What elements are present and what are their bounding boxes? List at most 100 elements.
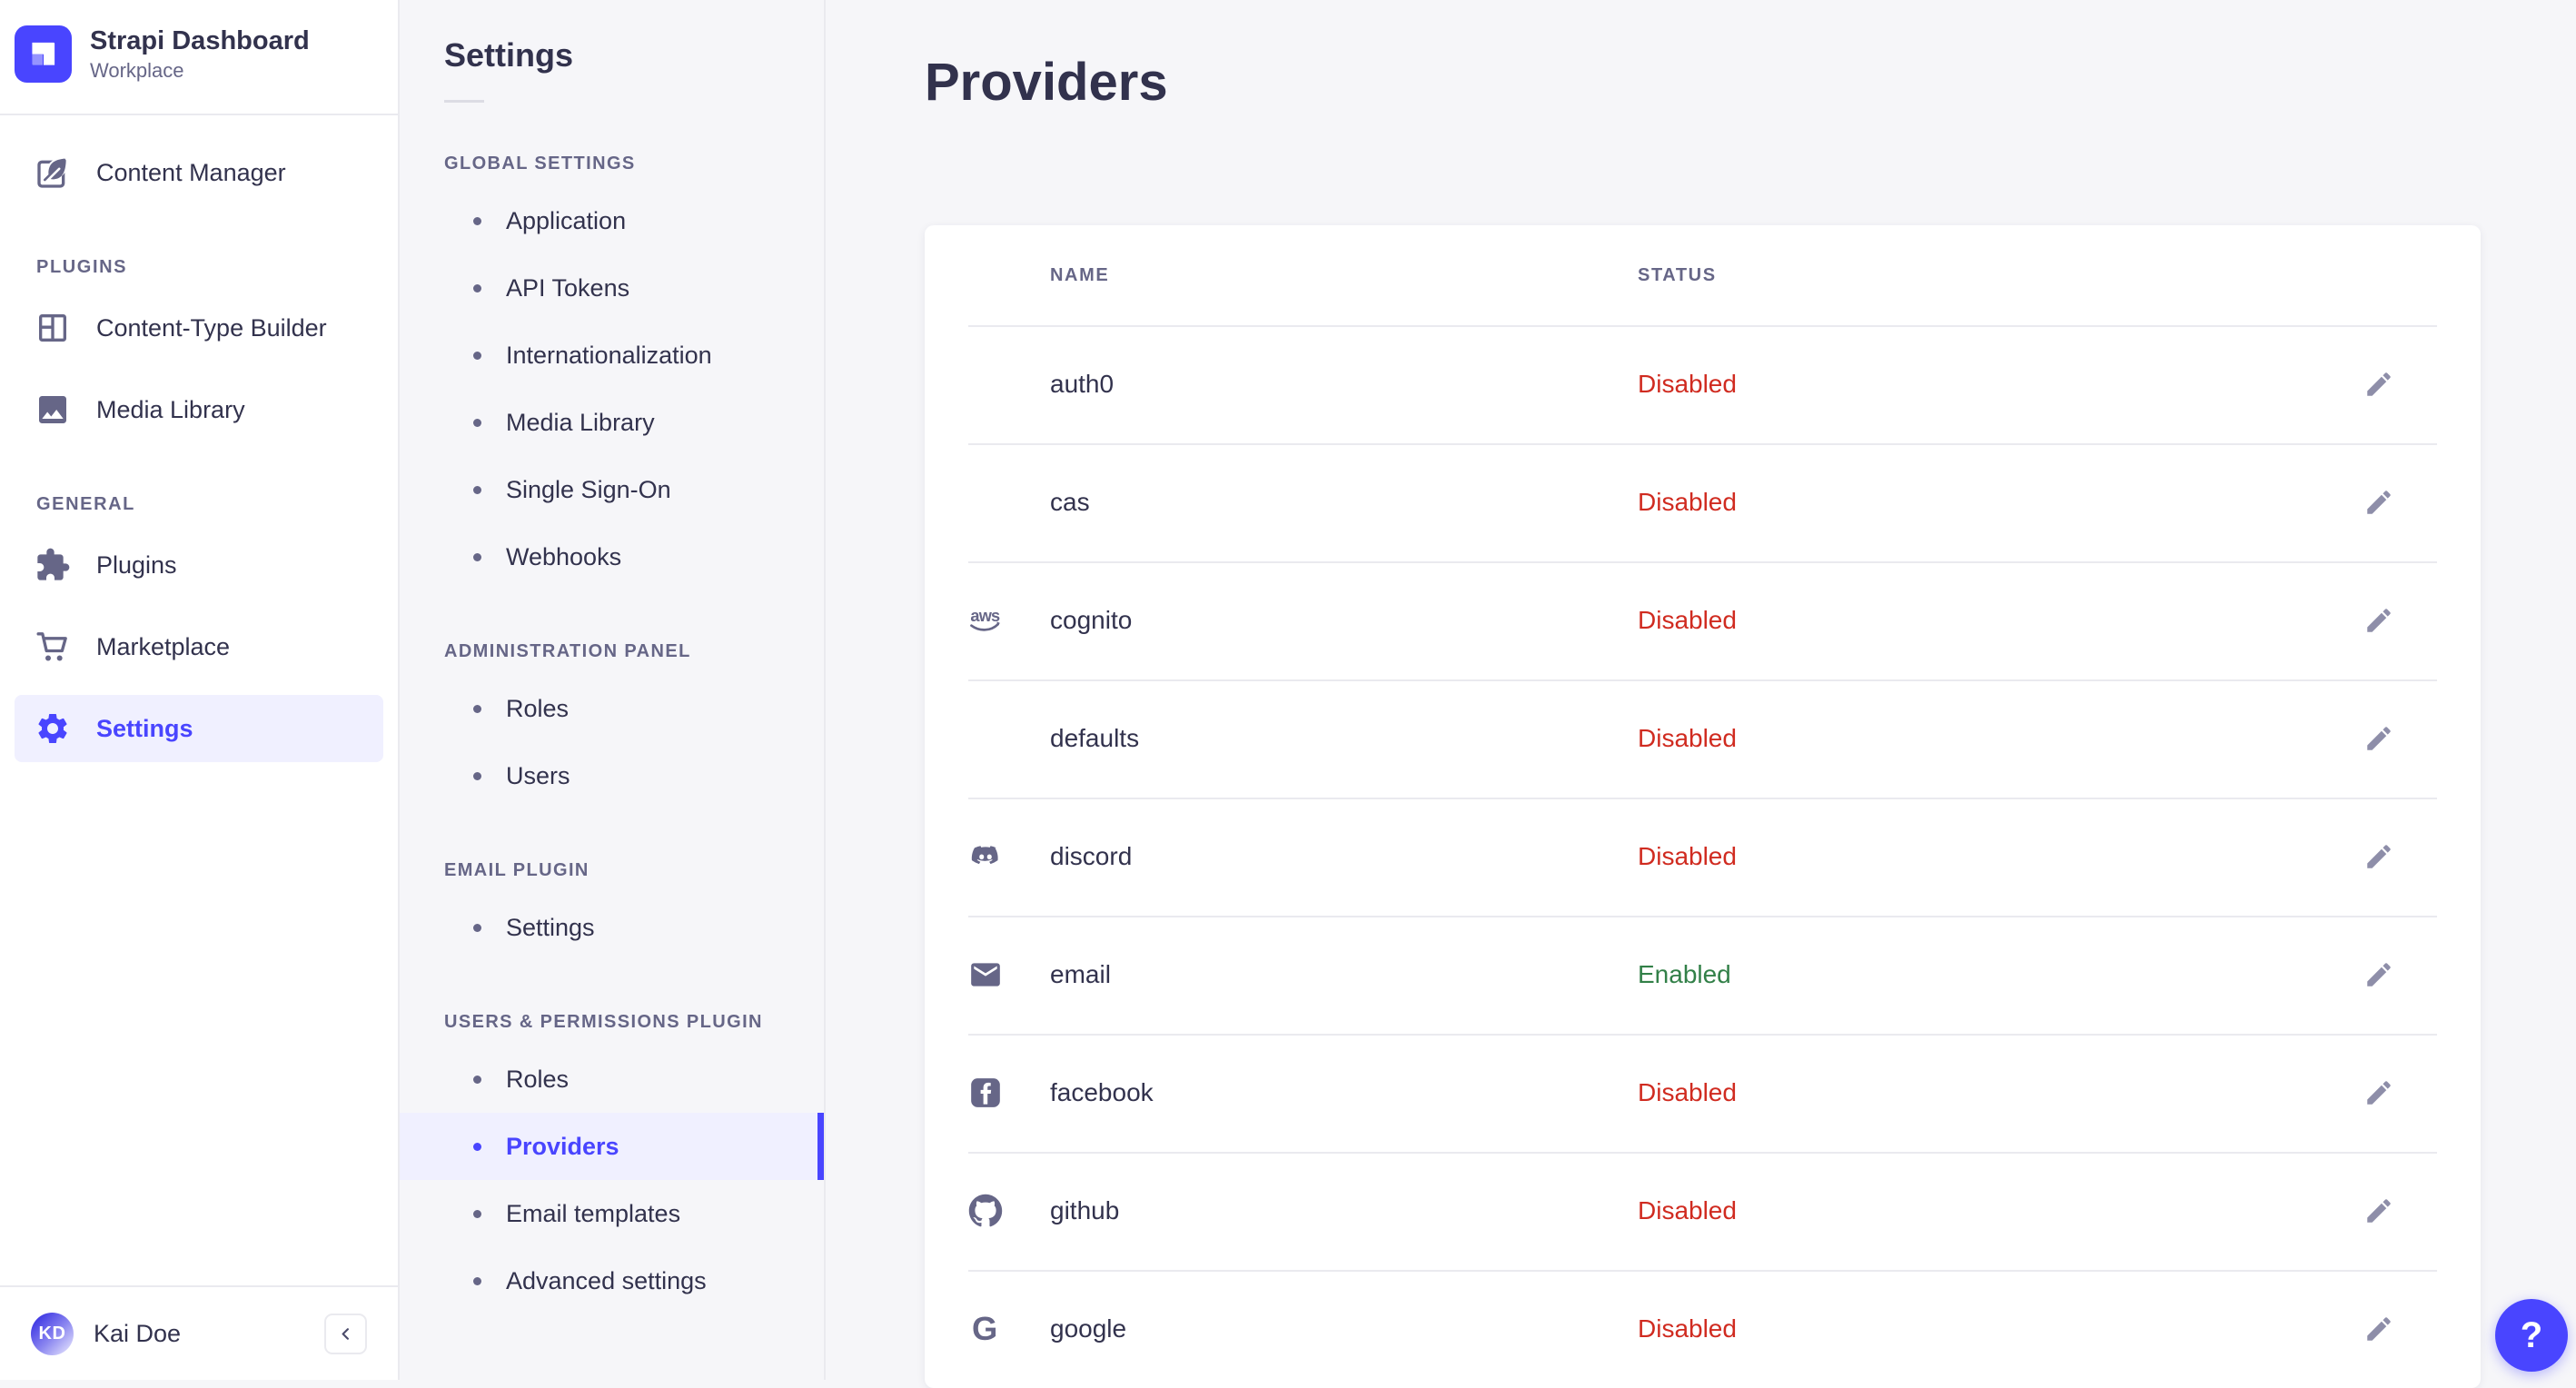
subnav-item-internationalization[interactable]: Internationalization (400, 322, 824, 389)
sidebar-item-content-type-builder[interactable]: Content-Type Builder (15, 294, 383, 362)
pencil-icon (2367, 491, 2391, 514)
bullet-icon (473, 704, 481, 713)
email-icon (968, 957, 1050, 992)
subnav-item-label: Webhooks (506, 542, 622, 570)
subnav-item-users[interactable]: Users (400, 742, 824, 809)
provider-row-cognito[interactable]: aws cognito Disabled (925, 561, 2481, 679)
subnav-item-roles[interactable]: Roles (400, 675, 824, 742)
subnav-item-webhooks[interactable]: Webhooks (400, 523, 824, 590)
subnav-item-single-sign-on[interactable]: Single Sign-On (400, 456, 824, 523)
sidebar-item-plugins[interactable]: Plugins (15, 531, 383, 599)
subnav-item-providers[interactable]: Providers (400, 1113, 824, 1180)
provider-name: discord (1050, 842, 1133, 870)
provider-row-auth0[interactable]: auth0 Disabled (925, 325, 2481, 443)
provider-status: Disabled (1638, 1314, 1737, 1343)
svg-text:G: G (972, 1312, 997, 1346)
provider-status: Disabled (1638, 606, 1737, 634)
help-button[interactable]: ? (2495, 1299, 2568, 1372)
pencil-icon (2367, 609, 2391, 632)
edit-provider-button[interactable] (2359, 1309, 2399, 1349)
google-icon: G (968, 1312, 1050, 1346)
bullet-icon (473, 485, 481, 494)
svg-text:aws: aws (970, 607, 1000, 625)
subnav-item-settings[interactable]: Settings (400, 894, 824, 961)
edit-provider-button[interactable] (2359, 719, 2399, 758)
sidebar-item-media-library[interactable]: Media Library (15, 376, 383, 443)
main-sidebar: Strapi Dashboard Workplace Content Manag… (0, 0, 400, 1380)
bullet-icon (473, 1075, 481, 1084)
sidebar-item-settings[interactable]: Settings (15, 695, 383, 762)
subnav-item-label: Providers (506, 1132, 619, 1160)
provider-row-cas[interactable]: cas Disabled (925, 443, 2481, 561)
subnav-item-label: Media Library (506, 408, 655, 436)
provider-row-github[interactable]: github Disabled (925, 1152, 2481, 1270)
sidebar-item-content-manager[interactable]: Content Manager (15, 139, 383, 206)
user-section: KD Kai Doe (0, 1285, 398, 1380)
subnav-item-application[interactable]: Application (400, 187, 824, 254)
provider-row-discord[interactable]: discord Disabled (925, 798, 2481, 916)
avatar[interactable]: KD (31, 1312, 74, 1355)
content-manager-icon (35, 154, 71, 191)
pencil-icon (2367, 845, 2391, 868)
edit-provider-button[interactable] (2359, 837, 2399, 877)
provider-status: Enabled (1638, 960, 1731, 988)
plugins-icon (35, 547, 71, 583)
provider-row-email[interactable]: email Enabled (925, 916, 2481, 1034)
github-icon (968, 1194, 1050, 1228)
main-content: Providers NAME STATUS auth0 Disabled cas… (826, 0, 2576, 1388)
subnav-item-media-library[interactable]: Media Library (400, 389, 824, 456)
subnav-title: Settings (444, 36, 574, 74)
subnav-item-label: Email templates (506, 1199, 681, 1227)
sidebar-item-marketplace[interactable]: Marketplace (15, 613, 383, 680)
provider-name: cognito (1050, 606, 1133, 634)
sidebar-section-label: PLUGINS (36, 257, 128, 277)
edit-provider-button[interactable] (2359, 600, 2399, 640)
collapse-sidebar-button[interactable] (324, 1313, 367, 1354)
subnav-item-api-tokens[interactable]: API Tokens (400, 254, 824, 322)
subnav-section-label: ADMINISTRATION PANEL (444, 641, 691, 661)
edit-provider-button[interactable] (2359, 482, 2399, 522)
marketplace-icon (35, 629, 71, 665)
user-name[interactable]: Kai Doe (94, 1319, 182, 1347)
provider-status: Disabled (1638, 370, 1737, 398)
subnav-item-label: Internationalization (506, 341, 712, 369)
bullet-icon (473, 1276, 481, 1285)
provider-name: facebook (1050, 1078, 1154, 1106)
provider-row-google[interactable]: G google Disabled (925, 1270, 2481, 1388)
subnav-section-label: USERS & PERMISSIONS PLUGIN (444, 1012, 763, 1032)
sidebar-item-label: Content-Type Builder (96, 313, 327, 342)
provider-status: Disabled (1638, 724, 1737, 752)
bullet-icon (473, 1142, 481, 1151)
subnav-item-roles[interactable]: Roles (400, 1046, 824, 1113)
provider-status: Disabled (1638, 488, 1737, 516)
sidebar-item-label: Marketplace (96, 632, 231, 660)
provider-row-facebook[interactable]: facebook Disabled (925, 1034, 2481, 1152)
edit-provider-button[interactable] (2359, 364, 2399, 404)
subnav-item-advanced-settings[interactable]: Advanced settings (400, 1247, 824, 1314)
workspace-switcher[interactable]: Strapi Dashboard Workplace (0, 0, 398, 115)
provider-status: Disabled (1638, 1196, 1737, 1224)
edit-provider-button[interactable] (2359, 955, 2399, 995)
provider-row-defaults[interactable]: defaults Disabled (925, 679, 2481, 798)
edit-provider-button[interactable] (2359, 1073, 2399, 1113)
page-title: Providers (925, 53, 1168, 112)
settings-subnav: Settings GLOBAL SETTINGS Application API… (400, 0, 826, 1380)
subnav-item-label: Settings (506, 913, 595, 941)
subnav-section-label: GLOBAL SETTINGS (444, 154, 636, 174)
bullet-icon (473, 351, 481, 360)
subnav-item-label: Application (506, 206, 627, 234)
sidebar-item-label: Media Library (96, 395, 245, 423)
subnav-item-label: Users (506, 761, 570, 789)
workspace-name: Workplace (90, 58, 184, 82)
strapi-logo-icon (15, 25, 72, 83)
subnav-item-label: API Tokens (506, 273, 630, 302)
discord-icon (968, 839, 1050, 874)
sidebar-item-label: Settings (96, 714, 193, 742)
edit-provider-button[interactable] (2359, 1191, 2399, 1231)
subnav-section-label: EMAIL PLUGIN (444, 860, 590, 880)
provider-status: Disabled (1638, 1078, 1737, 1106)
divider (444, 100, 484, 103)
subnav-item-email-templates[interactable]: Email templates (400, 1180, 824, 1247)
providers-table: NAME STATUS auth0 Disabled cas Disabled … (925, 225, 2481, 1388)
